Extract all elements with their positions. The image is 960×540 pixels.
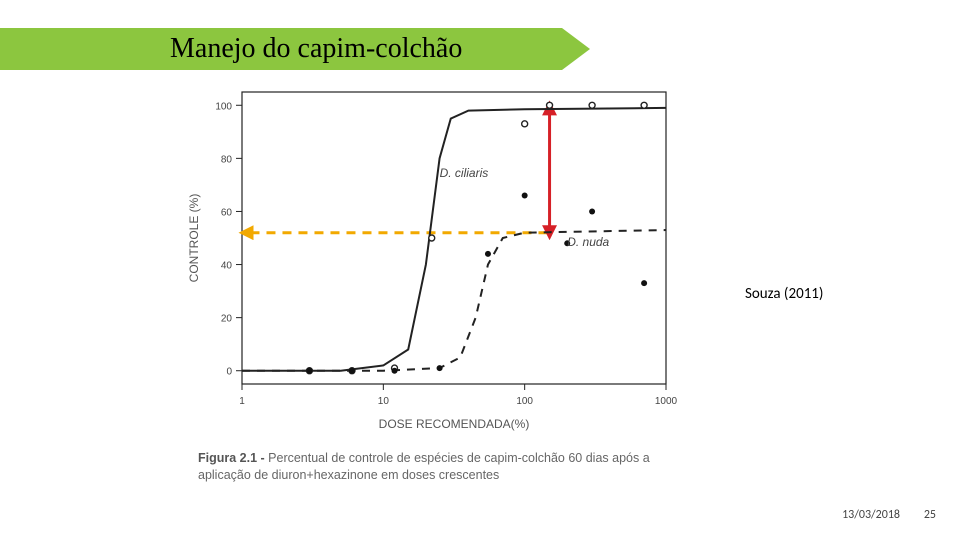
svg-text:CONTROLE (%): CONTROLE (%) (187, 194, 201, 283)
svg-text:0: 0 (226, 367, 232, 378)
dose-response-chart: 0 20 40 60 80 100 1 10 100 1000 DOSE RECOMENDADA(%… (180, 82, 680, 442)
chart-svg: 0 20 40 60 80 100 1 10 100 1000 DOSE RECOMENDADA(%… (180, 82, 680, 442)
svg-text:1: 1 (239, 396, 245, 407)
svg-text:40: 40 (221, 261, 233, 272)
svg-text:DOSE RECOMENDADA(%): DOSE RECOMENDADA(%) (379, 417, 530, 431)
caption-body-2: em doses crescentes (378, 468, 500, 482)
citation-text: Souza (2011) (745, 285, 823, 303)
svg-text:D. nuda: D. nuda (567, 235, 609, 249)
svg-text:1000: 1000 (655, 396, 678, 407)
title-banner-chevron-icon (562, 28, 590, 70)
svg-text:80: 80 (221, 154, 233, 165)
title-banner-bg: Manejo do capim-colchão (0, 28, 562, 70)
svg-text:100: 100 (516, 396, 533, 407)
svg-text:20: 20 (221, 314, 233, 325)
svg-text:D. ciliaris: D. ciliaris (440, 166, 489, 180)
svg-text:60: 60 (221, 207, 233, 218)
svg-text:100: 100 (215, 101, 232, 112)
figure-caption: Figura 2.1 - Percentual de controle de e… (198, 450, 678, 484)
slide-title: Manejo do capim-colchão (170, 33, 462, 65)
caption-prefix: Figura 2.1 - (198, 451, 268, 465)
caption-compound: diuron+hexazinone (272, 468, 378, 482)
footer-page-number: 25 (924, 508, 936, 522)
svg-text:10: 10 (378, 396, 390, 407)
footer-date: 13/03/2018 (842, 508, 900, 522)
title-banner: Manejo do capim-colchão (0, 28, 590, 70)
